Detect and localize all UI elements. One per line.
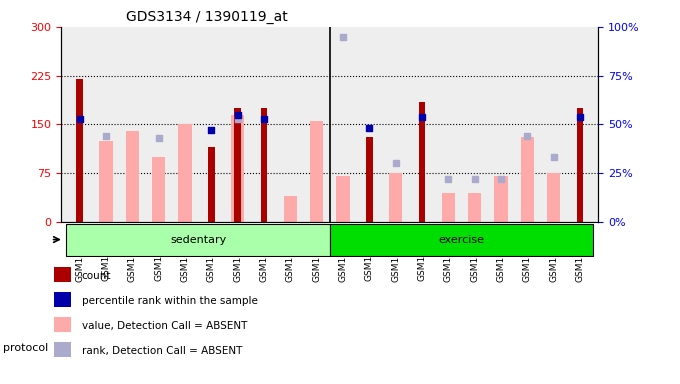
Bar <box>521 137 534 222</box>
Point <box>443 176 454 182</box>
Bar <box>366 137 373 222</box>
Bar <box>260 108 267 222</box>
FancyBboxPatch shape <box>330 223 593 255</box>
Bar <box>126 131 139 222</box>
Bar <box>310 121 323 222</box>
Point <box>74 116 85 122</box>
Point <box>364 125 375 131</box>
Text: value, Detection Call = ABSENT: value, Detection Call = ABSENT <box>82 321 247 331</box>
FancyBboxPatch shape <box>67 223 330 255</box>
Point <box>575 114 585 120</box>
Text: rank, Detection Call = ABSENT: rank, Detection Call = ABSENT <box>82 346 242 356</box>
Point <box>522 133 532 139</box>
Text: exercise: exercise <box>439 235 484 245</box>
Bar <box>284 196 297 222</box>
Point <box>548 154 559 161</box>
Bar <box>208 147 215 222</box>
Bar <box>231 114 244 222</box>
Point <box>417 114 428 120</box>
Bar <box>468 193 481 222</box>
Bar <box>152 157 165 222</box>
Bar <box>99 141 113 222</box>
Point <box>232 116 243 122</box>
Text: sedentary: sedentary <box>170 235 226 245</box>
Bar <box>178 124 192 222</box>
Bar <box>442 193 455 222</box>
Bar <box>577 108 583 222</box>
Bar <box>337 176 350 222</box>
Point <box>496 176 507 182</box>
Point <box>390 160 401 166</box>
Bar <box>76 79 83 222</box>
Point <box>469 176 480 182</box>
Bar <box>419 102 425 222</box>
Bar <box>389 173 402 222</box>
Text: percentile rank within the sample: percentile rank within the sample <box>82 296 258 306</box>
Point <box>337 33 348 40</box>
Point <box>101 133 112 139</box>
Point <box>232 111 243 118</box>
Point <box>258 116 269 122</box>
Text: count: count <box>82 271 111 281</box>
Point <box>153 135 164 141</box>
Point <box>206 127 217 133</box>
Text: GDS3134 / 1390119_at: GDS3134 / 1390119_at <box>126 10 288 25</box>
Bar <box>494 176 507 222</box>
Text: protocol: protocol <box>3 343 49 353</box>
Bar <box>547 173 560 222</box>
Bar <box>235 108 241 222</box>
